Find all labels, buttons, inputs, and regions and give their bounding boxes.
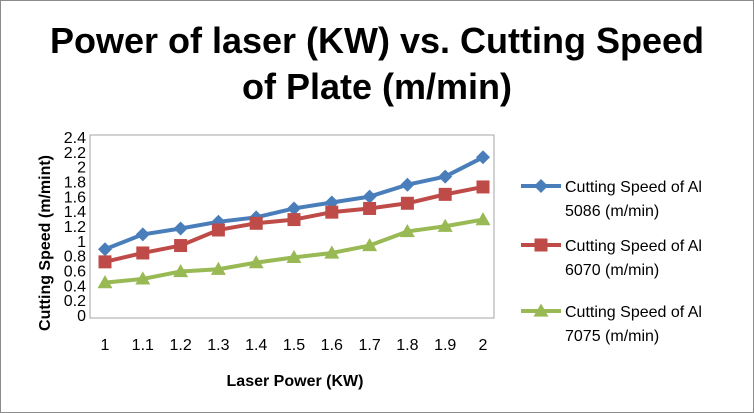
data-point [98, 242, 112, 257]
data-point [400, 177, 415, 192]
y-tick-label: 2.4 [64, 130, 86, 147]
legend-entry-2: Cutting Speed of Al 6070 (m/min) [521, 238, 702, 279]
y-tick-label: 0.4 [64, 278, 86, 295]
data-point [325, 205, 339, 219]
data-point [476, 150, 490, 165]
x-tick-label: 1.5 [283, 337, 305, 354]
data-point [362, 189, 377, 204]
data-point [475, 212, 491, 226]
data-point [173, 264, 189, 278]
y-tick-label: 1.2 [64, 219, 86, 236]
data-point [438, 169, 453, 184]
y-tick-label: 2 [77, 160, 86, 177]
x-tick-label: 1.4 [245, 337, 267, 354]
data-point [135, 227, 150, 242]
legend-marker [534, 238, 548, 252]
series-1 [98, 150, 490, 257]
plot-area-border [89, 134, 495, 319]
data-point [362, 238, 378, 252]
legend-marker [534, 179, 548, 193]
chart-title-line-2: of Plate (m/min) [241, 66, 513, 107]
data-point [287, 201, 301, 216]
series-3 [97, 212, 491, 289]
plot-area [89, 134, 495, 319]
legend-label-line-1: Cutting Speed of Al [565, 304, 702, 321]
y-tick-label: 0 [77, 308, 86, 325]
data-point [438, 187, 452, 201]
data-point [437, 218, 453, 232]
y-tick-label: 1.6 [64, 189, 86, 206]
x-tick-label: 1.2 [169, 337, 191, 354]
data-point [249, 216, 263, 230]
data-point [98, 255, 112, 269]
legend-entry-1: Cutting Speed of Al 5086 (m/min) [521, 179, 702, 220]
data-point [135, 271, 151, 285]
chart-title: Power of laser (KW) vs. Cutting Speed of… [0, 18, 754, 110]
legend-label-line-1: Cutting Speed of Al [565, 238, 702, 255]
y-axis: 00.20.40.60.811.21.41.61.822.22.4 [64, 130, 86, 325]
x-tick-label: 1.6 [321, 337, 343, 354]
data-point [363, 201, 377, 215]
x-tick-label: 1.1 [132, 337, 154, 354]
y-tick-label: 0.8 [64, 249, 86, 266]
data-point [399, 223, 415, 238]
x-tick-label: 2 [479, 337, 488, 354]
legend-label-line-2: 7075 (m/min) [565, 328, 659, 345]
data-point [476, 180, 490, 194]
y-tick-label: 1 [77, 234, 86, 251]
data-point [174, 239, 188, 253]
y-tick-label: 2.2 [64, 145, 86, 162]
y-tick-label: 0.2 [64, 293, 86, 310]
x-tick-label: 1.8 [396, 337, 418, 354]
y-tick-label: 0.6 [64, 264, 86, 281]
legend-label-line-2: 6070 (m/min) [565, 262, 659, 279]
data-point [173, 221, 188, 236]
series-2 [98, 180, 490, 269]
data-point [324, 245, 340, 259]
data-point [97, 275, 113, 289]
x-tick-label: 1.9 [434, 337, 456, 354]
legend-label-line-2: 5086 (m/min) [565, 203, 659, 220]
data-point [211, 223, 225, 237]
x-tick-label: 1 [101, 337, 110, 354]
x-axis: 1 1.1 1.2 1.3 1.4 1.5 1.6 1.7 1.8 1.9 2 [101, 337, 488, 354]
data-point [248, 255, 264, 269]
y-axis-title: Cutting Speed (m/mint) [37, 155, 54, 331]
data-point [400, 196, 414, 210]
y-tick-label: 1.8 [64, 175, 86, 192]
data-point [287, 213, 301, 227]
x-tick-label: 1.7 [358, 337, 380, 354]
legend-entry-3: Cutting Speed of Al 7075 (m/min) [521, 303, 702, 345]
data-point [286, 249, 302, 264]
x-axis-title: Laser Power (KW) [227, 373, 364, 390]
data-point [210, 261, 226, 275]
y-tick-label: 1.4 [64, 204, 86, 221]
x-tick-label: 1.3 [207, 337, 229, 354]
legend-label-line-1: Cutting Speed of Al [565, 179, 702, 196]
data-point [136, 246, 150, 260]
chart-title-line-1: Power of laser (KW) vs. Cutting Speed [49, 20, 705, 61]
legend-marker [533, 303, 549, 317]
series-layer [97, 150, 491, 289]
